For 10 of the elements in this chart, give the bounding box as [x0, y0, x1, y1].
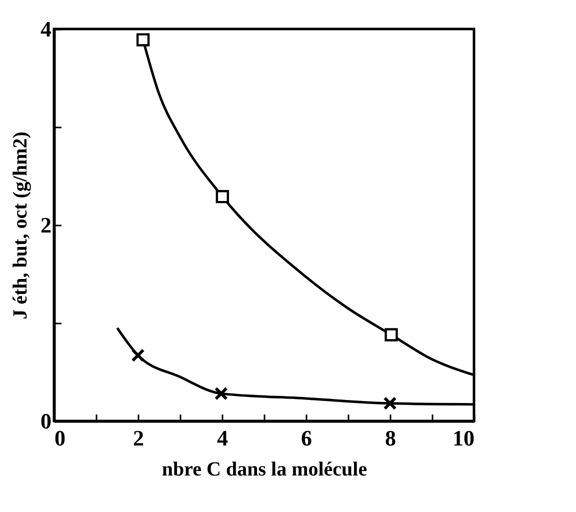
x-axis-title: nbre C dans la molécule — [162, 458, 368, 480]
x-tick-label: 8 — [385, 426, 396, 450]
x-tick-label: 10 — [452, 426, 474, 450]
x-tick-label: 6 — [301, 426, 312, 450]
y-tick-label: 0 — [40, 408, 52, 434]
x-tick-label: 2 — [133, 426, 144, 450]
y-axis-title: J éth, but, oct (g/hm2) — [10, 132, 32, 320]
y-tick-label: 2 — [40, 212, 52, 238]
x-tick-label: 4 — [217, 426, 228, 450]
y-tick-label: 4 — [40, 16, 52, 42]
